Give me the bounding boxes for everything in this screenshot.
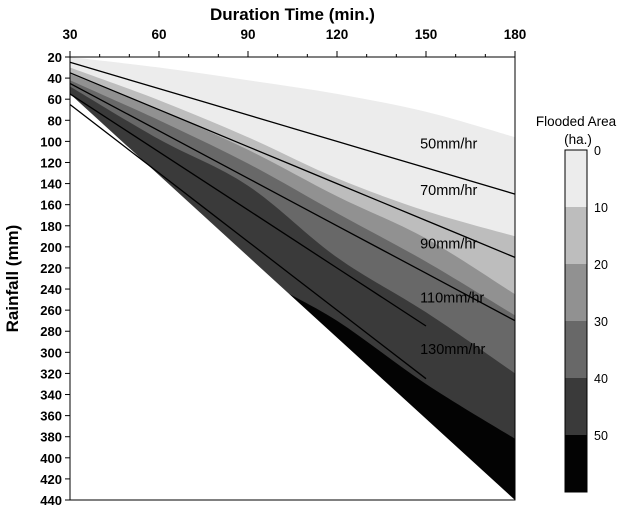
colorbar-level: 20 [594,258,608,272]
y-tick-label: 160 [40,198,62,213]
y-tick-label: 120 [40,155,62,170]
y-tick-label: 400 [40,451,62,466]
colorbar-level: 10 [594,201,608,215]
colorbar-level: 0 [594,144,601,158]
line-label: 90mm/hr [420,237,477,253]
plot-frame [69,56,516,501]
colorbar-level: 50 [594,429,608,443]
no-data-mask [70,93,515,503]
y-axis-title: Rainfall (mm) [3,225,22,333]
y-tick-label: 80 [48,113,62,128]
colorbar-swatch [565,321,587,378]
axes: 30 60 90 120 150 180 Duration Time (min.) 20 40 6… [3,5,526,508]
y-tick-label: 20 [48,50,62,65]
line-labels: 50mm/hr 70mm/hr 90mm/hr 110mm/hr 130mm/hr [420,136,485,358]
x-axis-title: Duration Time (min.) [210,5,375,24]
y-tick-label: 140 [40,177,62,192]
y-tick-label: 340 [40,388,62,403]
colorbar-frame [564,149,588,493]
x-tick-label: 180 [504,27,527,42]
y-tick-label: 180 [40,219,62,234]
y-tick-label: 420 [40,472,62,487]
line-110mm-hr [69,93,427,327]
line-130mm-hr [69,103,427,380]
x-tick-label: 90 [240,27,255,42]
colorbar-swatch [565,150,587,207]
x-tick-label: 120 [326,27,349,42]
colorbar-swatch [565,207,587,264]
line-label: 130mm/hr [420,342,485,358]
colorbar-title: Flooded Area [536,114,617,129]
x-tick-label: 150 [415,27,438,42]
y-tick-label: 320 [40,366,62,381]
y-tick-label: 360 [40,409,62,424]
y-tick-label: 220 [40,261,62,276]
x-tick-label: 60 [151,27,166,42]
line-label: 50mm/hr [420,136,477,152]
colorbar-swatch [565,264,587,321]
y-tick-label: 60 [48,92,62,107]
y-tick-label: 100 [40,134,62,149]
line-90mm-hr [69,82,516,322]
colorbar: Flooded Area (ha.)0 10 20 30 40 50 [536,114,617,493]
y-tick-label: 200 [40,240,62,255]
line-70mm-hr [69,72,516,259]
colorbar-swatch [565,378,587,435]
y-tick-label: 300 [40,345,62,360]
line-label: 70mm/hr [420,183,477,199]
x-tick-label: 30 [62,27,77,42]
colorbar-level: 30 [594,315,608,329]
y-tick-label: 260 [40,303,62,318]
line-label: 110mm/hr [420,290,484,306]
y-tick-label: 240 [40,282,62,297]
y-tick-label: 280 [40,324,62,339]
y-tick-label: 40 [48,71,62,86]
y-tick-label: 380 [40,430,62,445]
diagonal-mask [70,93,515,503]
colorbar-swatch [565,435,587,492]
colorbar-level: 40 [594,372,608,386]
line-50mm-hr [69,61,516,195]
y-tick-label: 440 [40,493,62,508]
intensity-lines [69,61,516,380]
colorbar-unit: (ha.) [564,132,592,147]
